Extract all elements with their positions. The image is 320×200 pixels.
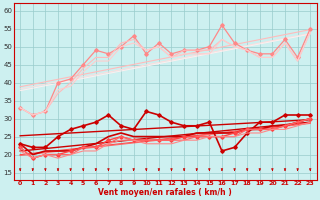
X-axis label: Vent moyen/en rafales ( km/h ): Vent moyen/en rafales ( km/h ) <box>98 188 232 197</box>
